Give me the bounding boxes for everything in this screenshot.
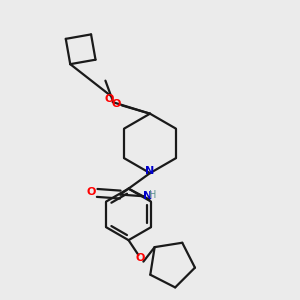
Text: O: O [86, 187, 96, 197]
Text: N: N [143, 190, 153, 201]
Text: H: H [149, 190, 156, 200]
Text: O: O [104, 94, 113, 104]
Text: O: O [135, 253, 145, 263]
Text: O: O [112, 99, 121, 110]
Text: N: N [146, 167, 154, 176]
